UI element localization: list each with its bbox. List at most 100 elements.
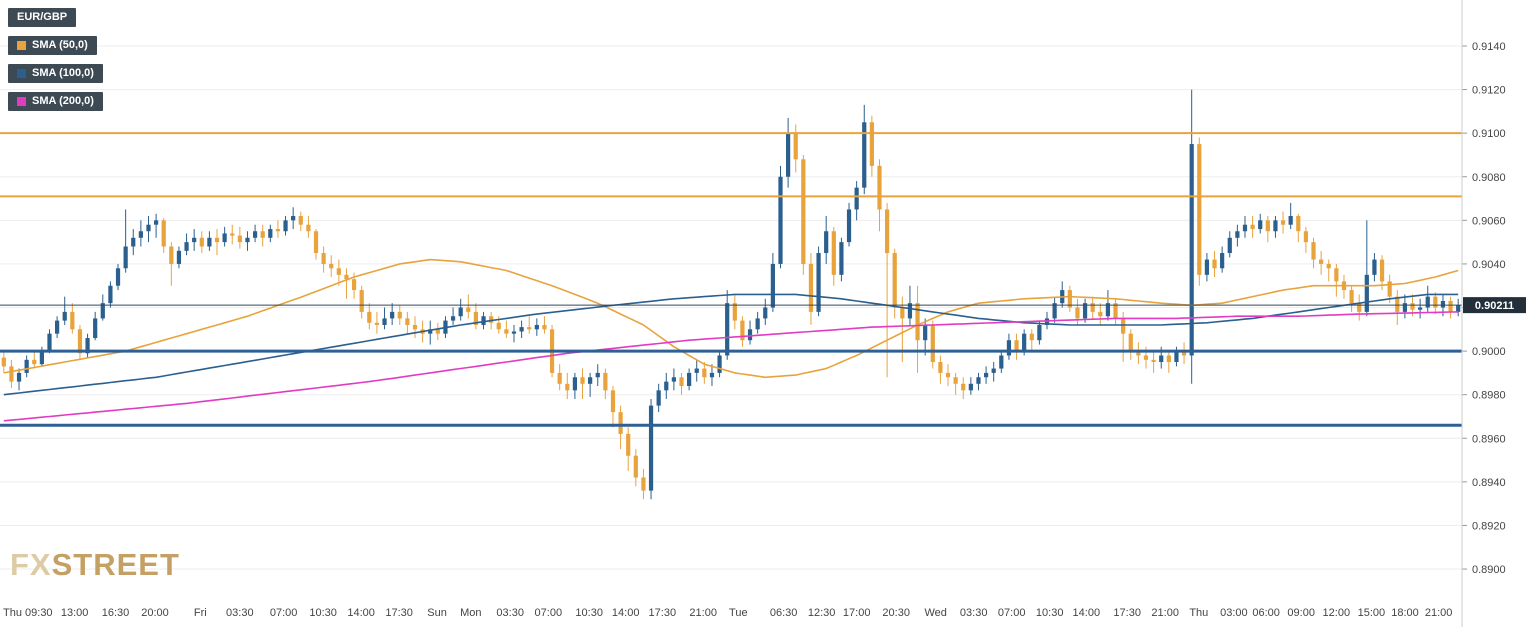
candle-body [930,324,935,363]
sma100-swatch [17,69,26,78]
y-axis-label: 0.9040 [1472,259,1506,271]
sma100-badge[interactable]: SMA (100,0) [8,64,103,83]
x-axis-label: 21:00 [689,607,717,619]
candle-body [1280,220,1286,225]
candle-body [1334,268,1339,282]
candle-body [511,331,517,334]
candle-body [687,372,692,386]
candle-body [283,220,288,232]
x-axis-label: 03:30 [960,607,988,619]
x-axis-label: Thu 09:30 [3,607,53,619]
x-axis-label: 07:00 [998,607,1026,619]
candle-body [336,268,341,275]
candle-body [694,368,699,373]
symbol-badge[interactable]: EUR/GBP [8,8,77,27]
candle-body [39,351,44,365]
candle-body [161,220,166,247]
candle-body [976,377,981,384]
candle-body [923,324,928,341]
candle-body [237,235,242,243]
y-axis-label: 0.8920 [1472,520,1506,532]
candle-body [1303,231,1309,243]
y-axis-label: 0.8960 [1472,433,1506,445]
x-axis-label: Tue [729,607,748,619]
candle-body [62,311,67,321]
sma50-label: SMA (50,0) [32,39,88,51]
candle-body [824,231,829,254]
candle-body [306,224,311,232]
sma200-badge[interactable]: SMA (200,0) [8,92,103,111]
x-axis-label: 03:30 [226,607,254,619]
candle-body [1128,333,1133,352]
candle-body [626,433,631,456]
x-axis-label: 07:00 [535,607,563,619]
candle-body [846,209,852,243]
candle-body [603,372,608,391]
candle-body [1,357,6,367]
candle-body [732,303,737,321]
x-axis-label: Wed [924,607,946,619]
x-axis-label: 18:00 [1391,607,1419,619]
candle-body [1433,296,1438,308]
candle-body [991,368,996,373]
y-axis-label: 0.8940 [1472,477,1506,489]
candle-body [70,311,75,330]
candle-body [884,209,890,254]
candle-body [55,320,60,334]
candle-body [595,372,600,378]
sma50-swatch [17,41,26,50]
candle-body [1265,220,1270,232]
candle-body [1143,355,1149,360]
candle-body [321,253,326,264]
symbol-label: EUR/GBP [17,11,68,23]
candle-body [527,327,532,330]
candle-body [633,455,638,478]
candle-body [1105,303,1111,317]
candle-body [1067,290,1072,308]
candle-body [245,237,250,243]
candle-body [618,412,623,434]
candle-body [1220,253,1225,269]
candle-body [854,187,859,210]
x-axis-label: Mon [460,607,481,619]
candle-body [252,231,258,238]
candle-body [435,329,440,334]
candle-body [1014,340,1019,352]
x-axis-label: Fri [194,607,207,619]
x-axis-label: 06:30 [770,607,798,619]
last-price-badge [1463,297,1526,314]
candle-body [801,159,806,264]
candle-body [983,372,989,378]
candle-body [862,122,867,188]
candle-body [1395,296,1400,312]
candle-body [24,359,29,373]
candle-body [1022,333,1027,352]
sma50-badge[interactable]: SMA (50,0) [8,36,97,55]
candle-body [313,231,319,254]
candle-body [1440,300,1446,308]
candle-body [1357,303,1362,312]
x-axis-label: 12:30 [808,607,836,619]
legend: EUR/GBP SMA (50,0) SMA (100,0) SMA (200,… [8,8,103,111]
y-axis-label: 0.9060 [1472,215,1506,227]
candle-body [1311,242,1316,260]
candle-body [100,303,105,319]
candle-body [778,176,783,264]
y-axis-label: 0.9120 [1472,85,1506,97]
candle-body [725,303,730,356]
candle-body [329,263,334,269]
candle-body [397,311,402,319]
candle-body [1418,307,1423,310]
candle-body [93,318,98,339]
candle-body [1273,220,1278,232]
candle-body [496,322,501,330]
candle-body [610,390,616,413]
candle-body [1181,351,1187,356]
candle-body [679,377,684,386]
candle-body [1288,215,1293,225]
x-axis-label: 17:30 [1113,607,1141,619]
candle-body [671,377,676,382]
candle-body [1159,355,1164,363]
x-axis-label: 17:00 [843,607,871,619]
